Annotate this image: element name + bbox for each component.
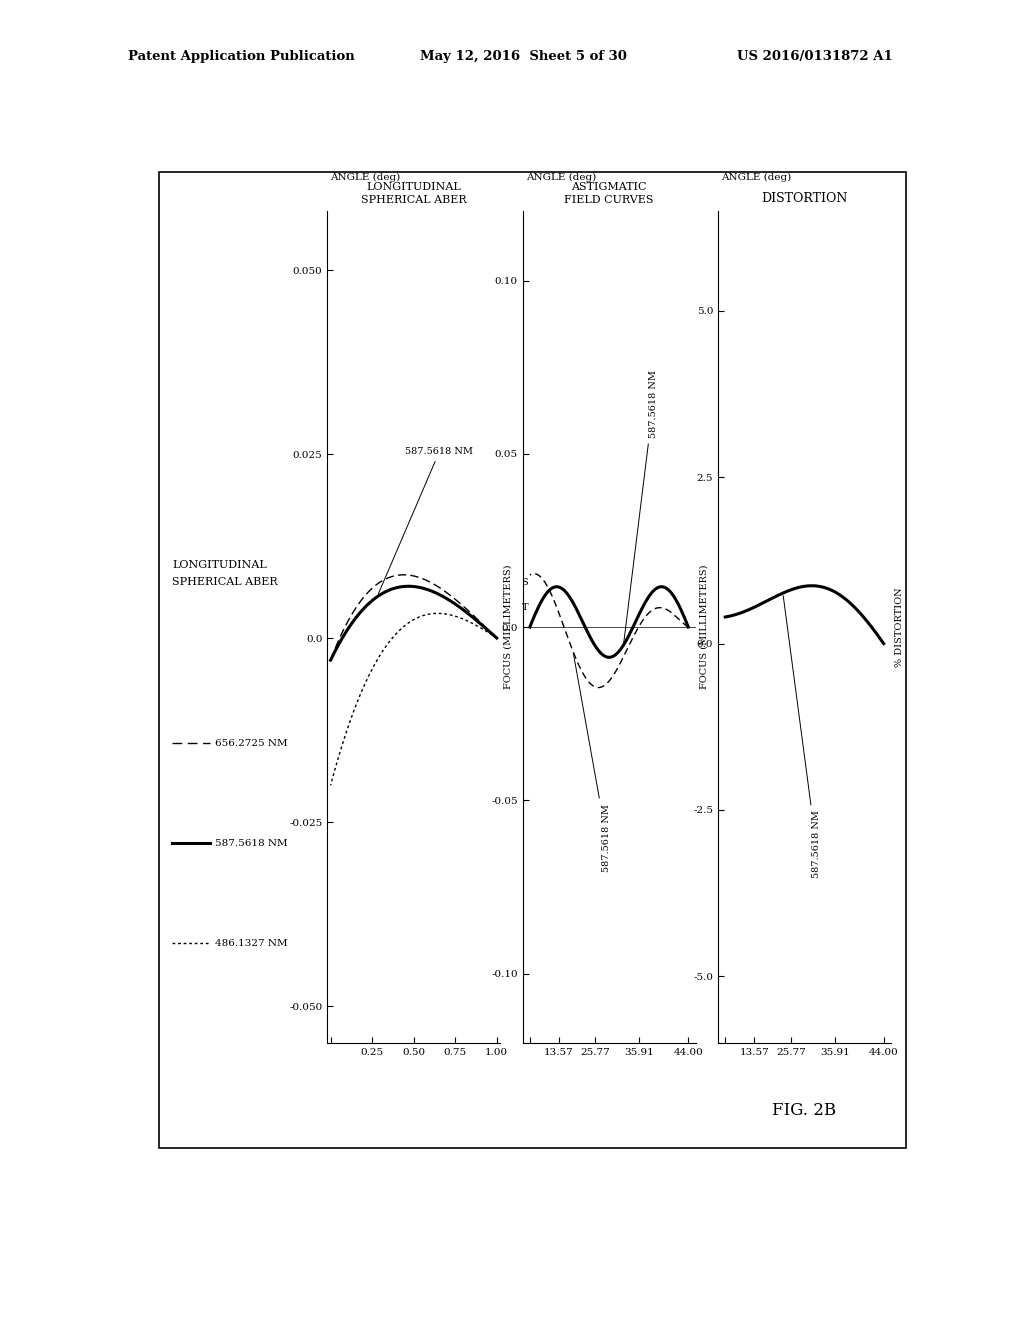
Text: 587.5618 NM: 587.5618 NM (783, 595, 820, 879)
Text: DISTORTION: DISTORTION (761, 191, 848, 205)
Text: ASTIGMATIC
FIELD CURVES: ASTIGMATIC FIELD CURVES (564, 182, 654, 205)
Text: S: S (521, 578, 528, 587)
Text: May 12, 2016  Sheet 5 of 30: May 12, 2016 Sheet 5 of 30 (420, 50, 627, 63)
Text: ANGLE (deg): ANGLE (deg) (331, 173, 400, 182)
Text: FIG. 2B: FIG. 2B (772, 1102, 837, 1119)
Text: SPHERICAL ABER: SPHERICAL ABER (172, 577, 278, 587)
Text: 587.5618 NM: 587.5618 NM (215, 838, 288, 847)
Text: 656.2725 NM: 656.2725 NM (215, 739, 288, 748)
Text: LONGITUDINAL: LONGITUDINAL (172, 560, 267, 570)
Text: 587.5618 NM: 587.5618 NM (624, 371, 657, 643)
Text: FOCUS (MILLIMETERS): FOCUS (MILLIMETERS) (504, 565, 513, 689)
Text: 587.5618 NM: 587.5618 NM (378, 447, 473, 594)
Text: LONGITUDINAL
SPHERICAL ABER: LONGITUDINAL SPHERICAL ABER (360, 182, 467, 205)
Text: 486.1327 NM: 486.1327 NM (215, 939, 288, 948)
Text: % DISTORTION: % DISTORTION (895, 587, 903, 667)
Text: US 2016/0131872 A1: US 2016/0131872 A1 (737, 50, 893, 63)
Text: ANGLE (deg): ANGLE (deg) (525, 173, 596, 182)
Text: T: T (521, 603, 528, 611)
Text: FOCUS (MILLIMETERS): FOCUS (MILLIMETERS) (699, 565, 709, 689)
Text: ANGLE (deg): ANGLE (deg) (721, 173, 792, 182)
Text: Patent Application Publication: Patent Application Publication (128, 50, 354, 63)
Text: 587.5618 NM: 587.5618 NM (573, 655, 611, 871)
